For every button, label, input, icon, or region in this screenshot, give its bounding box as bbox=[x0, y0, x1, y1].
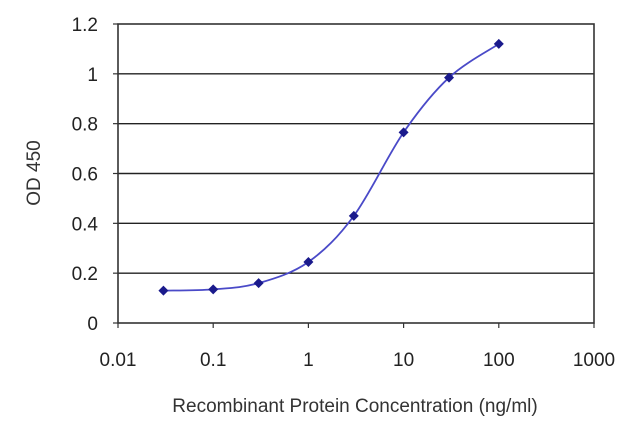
y-axis-ticks: 0 0.2 0.4 0.6 0.8 1 1.2 bbox=[72, 15, 118, 335]
x-tick-label: 1000 bbox=[573, 350, 615, 371]
data-point-3 bbox=[303, 256, 314, 267]
data-point-1 bbox=[208, 284, 219, 295]
y-axis-title: OD 450 bbox=[24, 140, 45, 205]
y-tick-label: 0 bbox=[87, 314, 98, 335]
y-tick-label: 0.2 bbox=[72, 264, 98, 285]
data-point-5 bbox=[398, 127, 409, 138]
x-tick-label: 100 bbox=[483, 350, 515, 371]
y-tick-label: 0.4 bbox=[72, 214, 99, 235]
x-axis-title: Recombinant Protein Concentration (ng/ml… bbox=[172, 396, 537, 417]
x-tick-label: 10 bbox=[393, 350, 414, 371]
y-tick-label: 0.8 bbox=[72, 115, 98, 136]
y-tick-label: 0.6 bbox=[72, 165, 98, 186]
x-tick-label: 0.1 bbox=[200, 350, 226, 371]
y-tick-label: 1.2 bbox=[72, 15, 98, 36]
data-point-7 bbox=[493, 38, 504, 49]
x-axis-ticks: 0.01 0.1 1 10 100 1000 bbox=[100, 323, 615, 371]
data-point-2 bbox=[253, 278, 264, 289]
data-point-0 bbox=[158, 285, 169, 296]
data-point-4 bbox=[348, 210, 359, 221]
data-points bbox=[158, 38, 504, 296]
y-tick-label: 1 bbox=[87, 65, 98, 86]
x-tick-label: 1 bbox=[303, 350, 314, 371]
fit-curve bbox=[163, 43, 500, 292]
horizontal-grid bbox=[118, 73, 594, 274]
data-point-6 bbox=[444, 72, 455, 83]
x-tick-label: 0.01 bbox=[100, 350, 137, 371]
